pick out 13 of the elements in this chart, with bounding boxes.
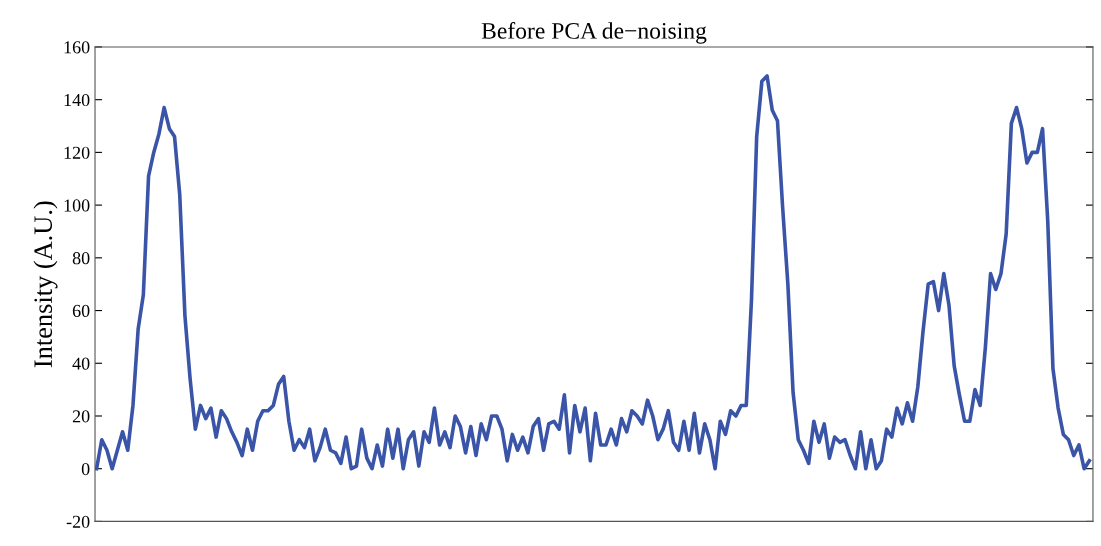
y-tick-label: -20: [66, 515, 90, 528]
y-tick-label: 160: [64, 41, 90, 54]
line-series: [95, 74, 1092, 471]
y-axis-title: Intensity (A.U.): [33, 201, 58, 368]
y-tick-label: 0: [81, 462, 90, 476]
y-tick-label: 20: [72, 410, 90, 423]
chart-title: Before PCA de−noising: [481, 22, 707, 44]
y-tick-label: 80: [72, 252, 90, 265]
y-tick-label: 140: [64, 93, 90, 107]
y-tick-label: 120: [64, 146, 90, 159]
y-tick-label: 40: [72, 357, 90, 370]
y-tick-label: 60: [72, 304, 90, 317]
y-tick-label: 100: [64, 199, 90, 212]
